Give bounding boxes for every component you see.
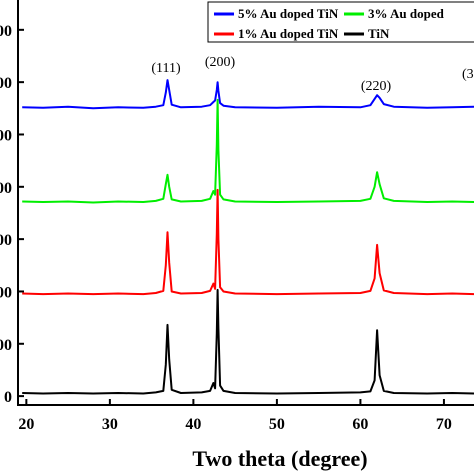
legend-label: TiN xyxy=(368,26,390,41)
y-tick-label: 200 xyxy=(0,284,12,301)
y-tick-label: 600 xyxy=(0,75,12,92)
peak-label: (200) xyxy=(205,55,236,70)
series-line xyxy=(22,79,474,110)
y-tick-label: 400 xyxy=(0,180,12,197)
y-tick-label: 500 xyxy=(0,127,12,144)
x-axis-label: Two theta (degree) xyxy=(192,446,367,471)
y-tick-label: 300 xyxy=(0,232,12,249)
legend-box xyxy=(207,1,474,43)
x-tick-label: 50 xyxy=(269,416,285,433)
x-tick-label: 20 xyxy=(18,416,34,433)
peak-label: (3 xyxy=(462,67,474,82)
y-tick-label: 100 xyxy=(0,337,12,354)
peak-label: (220) xyxy=(361,79,392,94)
x-tick-label: 60 xyxy=(352,416,368,433)
y-tick-label: 700 xyxy=(0,23,12,40)
y-tick-label: 0 xyxy=(4,389,12,406)
series-line xyxy=(22,188,474,296)
legend-label: 3% Au doped xyxy=(368,6,445,21)
x-tick-label: 40 xyxy=(185,416,201,433)
x-tick-label: 70 xyxy=(436,416,452,433)
legend-label: 5% Au doped TiN xyxy=(238,6,339,21)
legend-label: 1% Au doped TiN xyxy=(238,26,339,41)
series-line xyxy=(22,288,474,395)
series-line xyxy=(22,98,474,204)
peak-label: (111) xyxy=(151,61,181,76)
x-tick-label: 30 xyxy=(102,416,118,433)
